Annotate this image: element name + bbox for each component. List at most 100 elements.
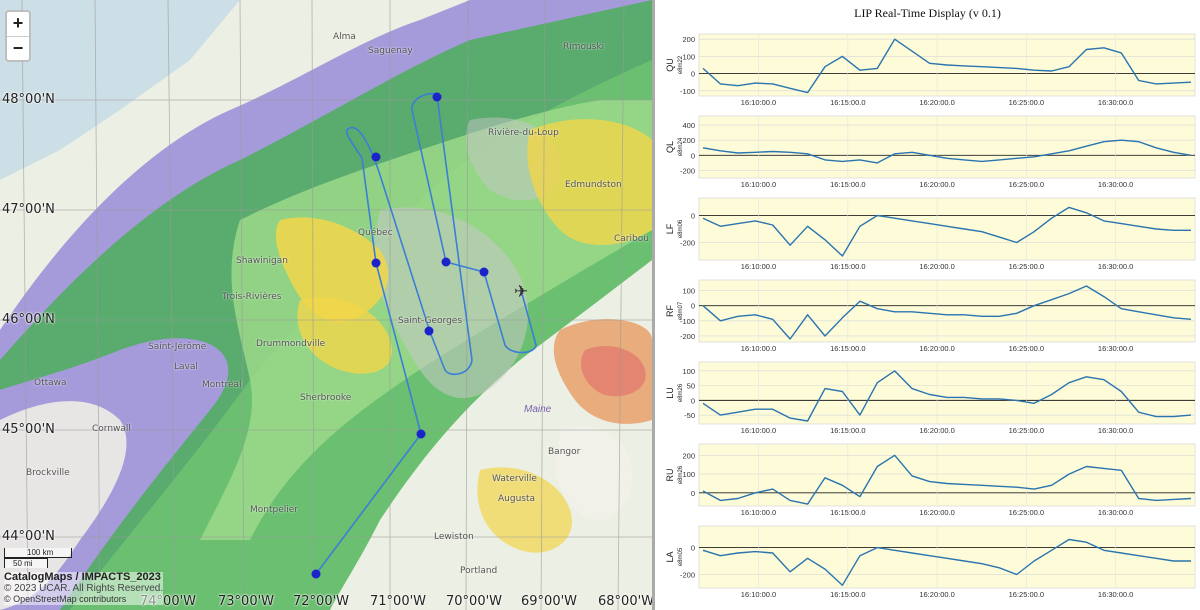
- city-label: Montréal: [202, 380, 242, 390]
- series-unit: e8m26: [678, 465, 684, 484]
- panel-title: LIP Real-Time Display (v 0.1): [854, 6, 1001, 20]
- series-line: [702, 370, 1192, 422]
- waypoint[interactable]: [432, 92, 442, 102]
- waypoint[interactable]: [371, 258, 381, 268]
- zoom-in-button[interactable]: +: [12, 13, 24, 33]
- y-tick-label: 100: [682, 287, 695, 296]
- flight-track: [315, 92, 537, 575]
- city-label: Edmundston: [565, 180, 622, 190]
- waypoints: [311, 92, 489, 579]
- graticule: [0, 0, 652, 610]
- x-tick-label: 16:25:00.0: [1009, 344, 1044, 353]
- plot-area: [698, 525, 1196, 589]
- map-canvas[interactable]: [0, 0, 652, 610]
- y-tick-label: 200: [682, 35, 695, 44]
- x-tick-label: 16:15:00.0: [830, 590, 865, 599]
- airplane-icon[interactable]: ✈: [514, 282, 529, 301]
- waypoint[interactable]: [479, 267, 489, 277]
- y-tick-label: 50: [687, 382, 695, 391]
- scale-bar: 100 km 50 mi: [4, 548, 72, 568]
- series-line: [702, 454, 1192, 505]
- waypoint[interactable]: [416, 429, 426, 439]
- plot-area: [698, 443, 1196, 507]
- x-tick-label: 16:30:00.0: [1098, 262, 1133, 271]
- series-unit: e8m24: [678, 137, 684, 156]
- scale-km: 100 km: [4, 548, 72, 558]
- series-unit: e8m06: [678, 219, 684, 238]
- y-tick-label: -200: [680, 332, 695, 341]
- city-label: Lewiston: [434, 532, 474, 542]
- x-tick-label: 16:20:00.0: [919, 98, 954, 107]
- city-label: Caribou: [614, 234, 649, 244]
- y-tick-label: 0: [691, 544, 695, 553]
- radar-red: [581, 346, 646, 397]
- land-clear-2: [555, 426, 633, 520]
- x-tick-label: 16:15:00.0: [830, 180, 865, 189]
- x-tick-label: 16:10:00.0: [741, 180, 776, 189]
- city-label: Augusta: [498, 494, 536, 504]
- y-tick-label: 100: [682, 52, 695, 61]
- x-tick-label: 16:10:00.0: [741, 508, 776, 517]
- lip-display-panel: LIP Real-Time Display (v 0.1) 200 100 0 -10…: [652, 0, 1200, 610]
- map-credits: CatalogMaps / IMPACTS_2023 © 2023 UCAR. …: [4, 572, 164, 605]
- x-tick-label: 16:15:00.0: [830, 98, 865, 107]
- x-tick-label: 16:15:00.0: [830, 262, 865, 271]
- x-tick-label: 16:10:00.0: [741, 98, 776, 107]
- y-tick-label: 0: [691, 70, 695, 79]
- credit-osm[interactable]: © OpenStreetMap contributors: [4, 594, 164, 605]
- lip-charts: 200 100 0 -100 16:10:00.0 16:15:00.0 16:20:00.…: [665, 33, 1196, 599]
- y-tick-label: 100: [682, 470, 695, 479]
- x-tick-label: 16:25:00.0: [1009, 590, 1044, 599]
- x-tick-label: 16:30:00.0: [1098, 98, 1133, 107]
- y-tick-label: 0: [691, 302, 695, 311]
- x-tick-label: 16:30:00.0: [1098, 590, 1133, 599]
- radar-light: [0, 0, 652, 610]
- y-tick-label: -200: [680, 166, 695, 175]
- lon-label: 73°00'W: [218, 594, 275, 609]
- series-name: RU: [665, 469, 675, 482]
- plot-area: [698, 279, 1196, 343]
- city-label: Rivière-du-Loup: [488, 128, 559, 138]
- x-tick-label: 16:10:00.0: [741, 262, 776, 271]
- x-tick-label: 16:10:00.0: [741, 426, 776, 435]
- x-tick-label: 16:25:00.0: [1009, 98, 1044, 107]
- series-line: [702, 38, 1192, 94]
- lat-label: 45°00'N: [2, 422, 55, 437]
- y-tick-label: -100: [680, 317, 695, 326]
- x-tick-label: 16:10:00.0: [741, 590, 776, 599]
- plot-area: [698, 197, 1196, 261]
- city-label: Saint-Georges: [398, 316, 463, 326]
- radar-yellow-3: [527, 119, 652, 245]
- x-tick-label: 16:30:00.0: [1098, 180, 1133, 189]
- lon-label: 70°00'W: [446, 594, 503, 609]
- city-label: Saguenay: [368, 46, 413, 56]
- lon-label: 68°00'W: [598, 594, 652, 609]
- x-tick-label: 16:25:00.0: [1009, 508, 1044, 517]
- x-tick-label: 16:25:00.0: [1009, 426, 1044, 435]
- x-tick-label: 16:20:00.0: [919, 590, 954, 599]
- city-label: Cornwall: [92, 424, 131, 434]
- x-tick-label: 16:20:00.0: [919, 180, 954, 189]
- y-tick-label: -100: [680, 87, 695, 96]
- x-tick-label: 16:30:00.0: [1098, 344, 1133, 353]
- waypoint[interactable]: [371, 152, 381, 162]
- plot-area: [698, 361, 1196, 425]
- city-label: Sherbrooke: [300, 393, 352, 403]
- city-label: Bangor: [548, 447, 581, 457]
- waypoint[interactable]: [311, 569, 321, 579]
- zoom-out-button[interactable]: −: [7, 36, 29, 60]
- waypoint[interactable]: [424, 326, 434, 336]
- scale-mi: 50 mi: [4, 558, 48, 568]
- series-name: QU: [665, 58, 675, 72]
- city-label: Shawinigan: [236, 256, 288, 266]
- lat-label: 47°00'N: [2, 202, 55, 217]
- lon-label: 69°00'W: [521, 594, 578, 609]
- y-tick-label: 0: [691, 212, 695, 221]
- radar-yellow-1: [275, 217, 389, 322]
- city-label: Portland: [460, 566, 498, 576]
- series-name: LU: [665, 387, 675, 399]
- map-view[interactable]: + − ✈ 48°00'N 47°00'N 46°00'N 45°00'N 44…: [0, 0, 652, 610]
- zoom-control: + −: [5, 10, 31, 62]
- waypoint[interactable]: [441, 257, 451, 267]
- x-tick-label: 16:25:00.0: [1009, 262, 1044, 271]
